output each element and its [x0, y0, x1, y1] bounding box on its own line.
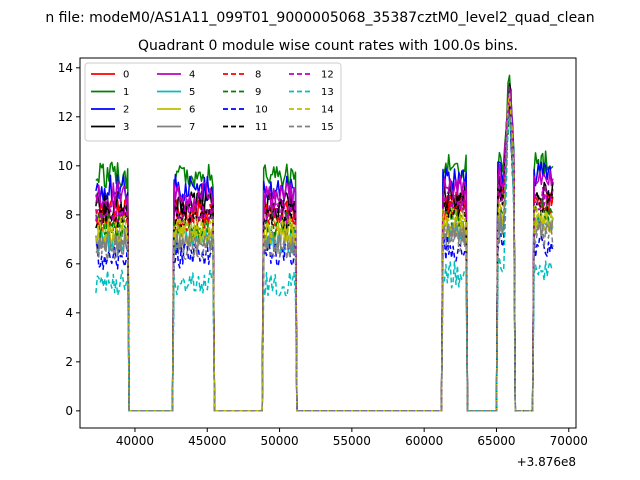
y-tick-label: 6 [65, 257, 73, 271]
series-line-9 [95, 96, 554, 412]
x-tick-label: 40000 [116, 434, 154, 448]
legend-label-0: 0 [123, 70, 129, 81]
series-line-8 [95, 100, 554, 412]
y-tick-label: 8 [65, 208, 73, 222]
legend-label-4: 4 [189, 70, 195, 81]
y-tick-label: 10 [58, 159, 73, 173]
y-tick-label: 2 [65, 355, 73, 369]
y-tick-label: 12 [58, 110, 73, 124]
legend-label-14: 14 [321, 105, 334, 116]
x-tick-label: 45000 [188, 434, 226, 448]
series-line-7 [95, 96, 554, 412]
series-line-11 [95, 98, 554, 412]
legend-label-1: 1 [123, 87, 129, 98]
x-tick-label: 60000 [405, 434, 443, 448]
chart-title: Quadrant 0 module wise count rates with … [138, 38, 518, 54]
legend-label-5: 5 [189, 87, 195, 98]
legend-label-13: 13 [321, 87, 334, 98]
y-tick-label: 4 [65, 306, 73, 320]
legend-label-11: 11 [255, 122, 268, 133]
series-layer [95, 74, 554, 412]
x-tick-label: 50000 [260, 434, 298, 448]
legend-label-2: 2 [123, 105, 129, 116]
x-tick-label: 55000 [333, 434, 371, 448]
y-tick-label: 14 [58, 61, 73, 75]
series-line-6 [95, 106, 554, 412]
x-tick-label: 65000 [477, 434, 515, 448]
y-tick-label: 0 [65, 404, 73, 418]
series-line-13 [95, 117, 554, 412]
x-offset-label: +3.876e8 [517, 455, 576, 469]
x-tick-label: 70000 [550, 434, 588, 448]
figure-suptitle: n file: modeM0/AS1A11_099T01_9000005068_… [45, 10, 594, 26]
legend-label-3: 3 [123, 122, 129, 133]
legend-label-10: 10 [255, 105, 268, 116]
legend-label-12: 12 [321, 70, 334, 81]
legend-label-9: 9 [255, 87, 261, 98]
legend-label-15: 15 [321, 122, 334, 133]
legend-label-6: 6 [189, 105, 195, 116]
legend-label-7: 7 [189, 122, 195, 133]
legend-box [84, 62, 342, 142]
series-line-15 [95, 112, 554, 412]
axes-layer: 40000 45000 50000 55000 60000 65000 70000 0 2 4 6 8… [58, 61, 588, 448]
plot-frame [79, 57, 577, 429]
legend-label-8: 8 [255, 70, 261, 81]
